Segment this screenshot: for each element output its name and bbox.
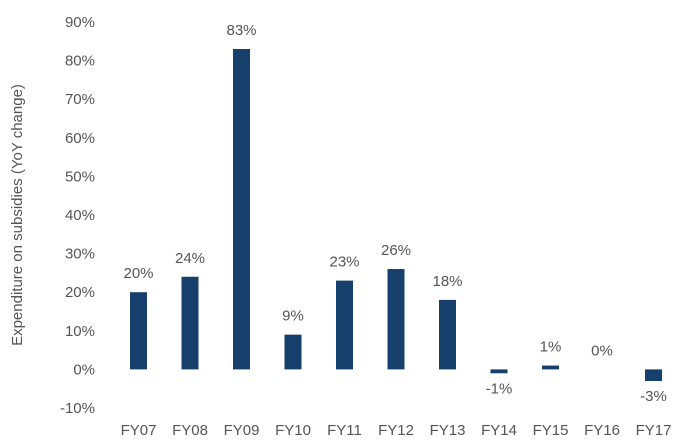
x-tick-label: FY12 xyxy=(378,422,414,439)
y-tick-label: 70% xyxy=(65,91,95,108)
y-axis-title: Expenditure on subsidies (YoY change) xyxy=(9,84,26,346)
x-tick-label: FY16 xyxy=(584,422,620,439)
data-label: 20% xyxy=(123,265,153,282)
bar-fy11 xyxy=(336,280,353,370)
bar-fy10 xyxy=(284,334,302,370)
y-tick-label: 50% xyxy=(65,168,95,185)
data-label: 9% xyxy=(282,308,304,325)
data-label: 1% xyxy=(540,339,562,356)
x-tick-label: FY07 xyxy=(121,422,157,439)
y-tick-label: 90% xyxy=(65,14,95,31)
x-tick-label: FY17 xyxy=(636,422,672,439)
y-tick-label: 0% xyxy=(73,361,95,378)
x-tick-label: FY10 xyxy=(275,422,311,439)
bars xyxy=(130,49,662,381)
x-tick-label: FY13 xyxy=(430,422,466,439)
bar-fy13 xyxy=(439,299,456,370)
x-axis-labels: FY07 FY08 FY09 FY10 FY11 FY12 FY13 FY14 FY15 FY16… xyxy=(121,422,672,439)
bar-fy14 xyxy=(490,369,508,374)
data-label: 26% xyxy=(381,242,411,259)
y-tick-label: 40% xyxy=(65,207,95,224)
y-axis-ticks: -10% 0% 10% 20% 30% 40% 50% 60% 70% 80% 90% xyxy=(60,14,95,417)
data-label: -3% xyxy=(640,388,667,405)
data-labels: 20% 24% 83% 9% 23% 26% 18% -1% 1% 0% -3% xyxy=(123,22,666,405)
x-tick-label: FY15 xyxy=(533,422,569,439)
x-tick-label: FY09 xyxy=(224,422,260,439)
data-label: 83% xyxy=(226,22,256,39)
x-tick-label: FY14 xyxy=(481,422,517,439)
data-label: 0% xyxy=(591,342,613,359)
bar-fy15 xyxy=(542,365,559,370)
x-tick-label: FY11 xyxy=(327,422,362,439)
y-tick-label: 80% xyxy=(65,53,95,70)
x-tick-label: FY08 xyxy=(172,422,208,439)
data-label: -1% xyxy=(486,380,513,397)
data-label: 24% xyxy=(175,250,205,267)
bar-fy08 xyxy=(181,276,199,370)
y-tick-label: 60% xyxy=(65,130,95,147)
data-label: 23% xyxy=(329,254,359,271)
data-label: 18% xyxy=(432,273,462,290)
bar-fy12 xyxy=(387,269,405,370)
bar-fy09 xyxy=(233,49,250,370)
y-tick-label: -10% xyxy=(60,400,95,417)
bar-fy17 xyxy=(645,369,662,381)
bar-fy07 xyxy=(130,292,147,370)
y-tick-label: 30% xyxy=(65,246,95,263)
y-tick-label: 20% xyxy=(65,284,95,301)
y-tick-label: 10% xyxy=(65,323,95,340)
